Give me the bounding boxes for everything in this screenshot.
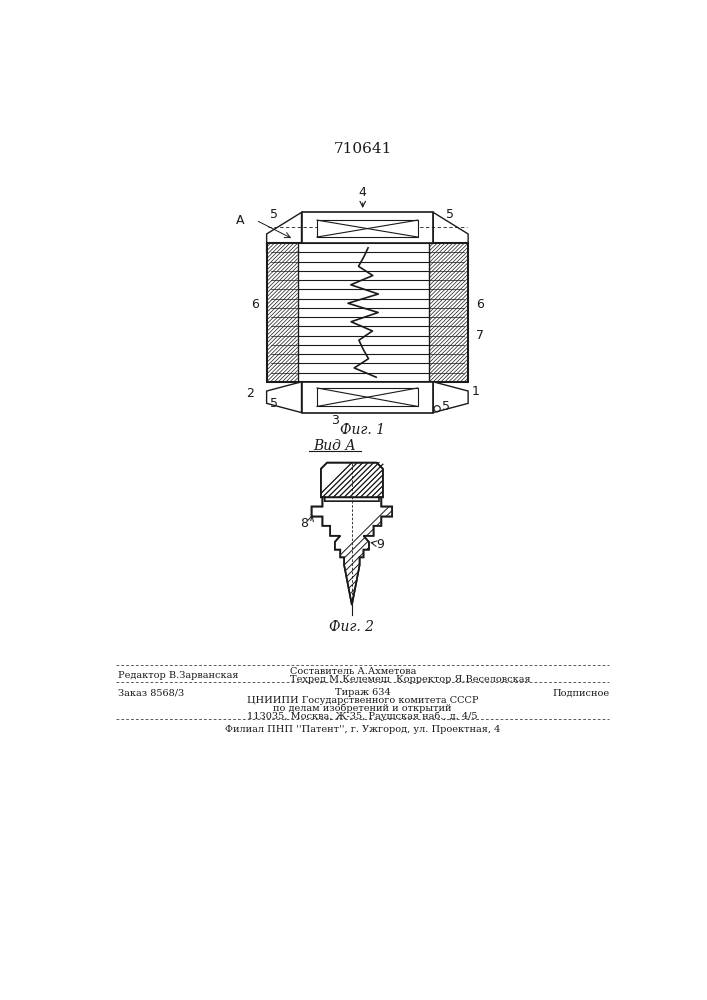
Bar: [317, 388, 418, 406]
Bar: [267, 243, 468, 382]
Text: 5: 5: [270, 208, 279, 221]
Polygon shape: [433, 382, 468, 413]
Bar: [317, 220, 418, 237]
Text: Составитель А.Ахметова: Составитель А.Ахметова: [290, 667, 416, 676]
Text: Подписное: Подписное: [552, 688, 609, 697]
Polygon shape: [321, 463, 383, 501]
Text: 6: 6: [476, 298, 484, 311]
Text: Фиг. 2: Фиг. 2: [329, 620, 375, 634]
Bar: [301, 382, 433, 413]
Text: Редактор В.Зарванская: Редактор В.Зарванская: [118, 671, 238, 680]
Text: 5: 5: [443, 400, 450, 413]
Polygon shape: [267, 212, 301, 252]
Text: 1: 1: [472, 385, 480, 398]
Text: 3: 3: [331, 414, 339, 427]
Text: Тираж 634: Тираж 634: [335, 688, 390, 697]
Text: 710641: 710641: [334, 142, 392, 156]
Text: 4: 4: [358, 186, 367, 199]
Text: 5: 5: [270, 397, 279, 410]
Text: 9: 9: [377, 538, 385, 551]
Text: по делам изобретений и открытий: по делам изобретений и открытий: [274, 704, 452, 713]
Text: ЦНИИПИ Государственного комитета СССР: ЦНИИПИ Государственного комитета СССР: [247, 696, 479, 705]
Text: 5: 5: [446, 208, 455, 221]
Text: 7: 7: [476, 329, 484, 342]
Bar: [301, 212, 433, 243]
Text: Заказ 8568/3: Заказ 8568/3: [118, 688, 184, 697]
Text: А: А: [236, 214, 245, 227]
Text: Вид А: Вид А: [313, 439, 356, 453]
Text: 113035, Москва, Ж-35, Раушская наб., д. 4/5: 113035, Москва, Ж-35, Раушская наб., д. …: [247, 711, 478, 721]
Text: 2: 2: [245, 387, 254, 400]
Polygon shape: [312, 497, 392, 605]
Text: 6: 6: [251, 298, 259, 311]
Text: Филиал ПНП ''Патент'', г. Ужгород, ул. Проектная, 4: Филиал ПНП ''Патент'', г. Ужгород, ул. П…: [225, 725, 501, 734]
Text: Фиг. 1: Фиг. 1: [340, 423, 385, 437]
Text: Техред М.Келемеш  Корректор Я.Веселовская: Техред М.Келемеш Корректор Я.Веселовская: [290, 675, 530, 684]
Polygon shape: [267, 382, 301, 413]
Text: 8: 8: [300, 517, 308, 530]
Polygon shape: [433, 212, 468, 252]
